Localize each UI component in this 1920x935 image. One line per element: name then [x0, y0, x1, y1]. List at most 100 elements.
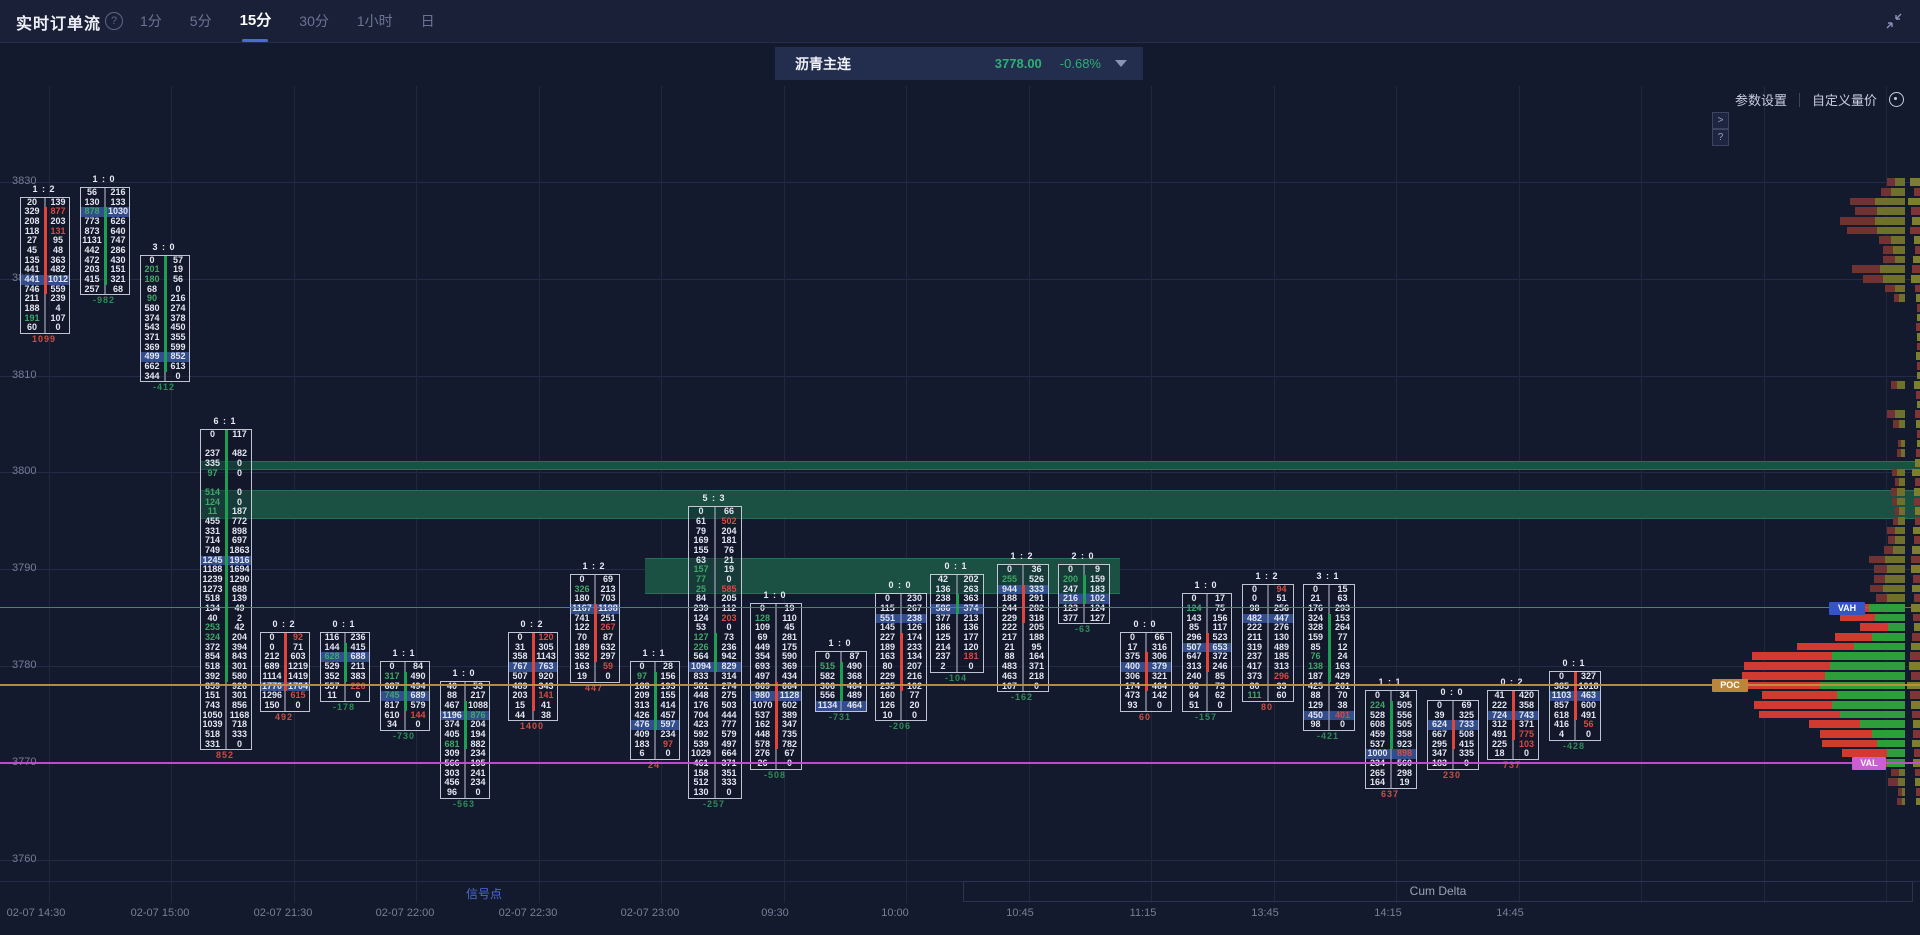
instrument-selector[interactable]: 沥青主连 3778.00 -0.68% — [775, 47, 1143, 80]
delta-strip-bar — [1912, 710, 1920, 719]
footprint-column[interactable]: 0 34 224 505 528 556 608 505 459 358 537 923 1000 898… — [1365, 690, 1417, 789]
cum-delta-pane[interactable]: Cum Delta — [963, 881, 1913, 902]
bid-ask-divider — [1267, 584, 1269, 701]
footprint-cell-bid: 514 — [204, 486, 221, 497]
footprint-footer: -206 — [888, 721, 911, 732]
tab-1h[interactable]: 1小时 — [356, 13, 393, 29]
footprint-cell-bid: 2 — [940, 661, 946, 672]
footprint-cell-ask: 358 — [1396, 728, 1413, 739]
footprint-column[interactable]: 0120313053581143767763507920489343203141… — [508, 632, 558, 722]
tab-1m[interactable]: 1分 — [140, 13, 162, 29]
footprint-cell-ask: 603 — [290, 651, 306, 662]
footprint-cell-bid: 817 — [384, 699, 400, 710]
footprint-column[interactable]: 0230115267551238145126227174189233163134… — [875, 593, 927, 722]
target-dot-icon[interactable] — [1889, 92, 1904, 107]
footprint-cell-ask: 882 — [470, 738, 486, 749]
tab-30m[interactable]: 30分 — [299, 13, 329, 29]
footprint-cell-ask: 590 — [781, 651, 798, 662]
footprint-footer: 492 — [274, 711, 294, 722]
panel-help-button[interactable]: ? — [1712, 129, 1729, 146]
delta-strip-bar — [1910, 226, 1920, 235]
footprint-cell-bid: 188 — [1001, 593, 1018, 604]
footprint-cell-ask: 230 — [906, 593, 923, 604]
footprint-column[interactable]: 0693262131807031167119874125112226770871… — [570, 574, 620, 683]
volume-profile-bar-buy — [1854, 642, 1905, 651]
divider-delta-segment — [594, 604, 597, 663]
footprint-cell-ask: 389 — [781, 709, 798, 720]
footprint-cell-bid: 551 — [879, 612, 896, 623]
footprint-column[interactable]: 4220213626323836358637437721318613612517… — [930, 574, 984, 673]
footprint-column[interactable]: 0327385101811034638576006184914165640 — [1549, 670, 1601, 741]
volume-profile-bar-sell — [1762, 691, 1837, 699]
footprint-column[interactable]: 084317490687494745689817579610144340 — [380, 661, 430, 731]
tab-15m[interactable]: 15分 — [240, 0, 272, 42]
price-gridline — [0, 278, 1920, 280]
footprint-column[interactable]: 0940519825648244722227621113031948923718… — [1242, 583, 1294, 702]
footprint-cell-bid: 116 — [324, 632, 340, 643]
footprint-column[interactable]: 0152163176293324153328264159778512762413… — [1303, 583, 1355, 731]
footprint-cell-bid: 497 — [754, 670, 771, 681]
footprint-column[interactable]: 20 139 329 877 208 203 118 131 27 95 45 48 135 363 441… — [20, 196, 70, 335]
footprint-cell-ask: 73 — [723, 632, 734, 643]
footprint-column[interactable]: 0920712126036891219111414191770170412966… — [260, 632, 310, 712]
footprint-cell-ask: 1694 — [229, 564, 250, 575]
tab-1d[interactable]: 日 — [420, 13, 435, 29]
footprint-cell-bid: 84 — [695, 593, 706, 604]
divider-delta-segment — [1206, 633, 1209, 672]
footprint-column[interactable]: 0362555269443331882912442822293182222052… — [997, 564, 1049, 693]
signal-point-label[interactable]: 信号点 — [465, 887, 502, 901]
footprint-cell-ask: 490 — [410, 670, 426, 681]
panel-expand-button[interactable]: > — [1712, 112, 1729, 129]
footprint-column[interactable]: 0 66 61 502 79 204 169 181 155 76 63 21 157 19 77 0 25 58… — [688, 506, 742, 799]
footprint-column[interactable]: 0289715618819320915531341442645747659740… — [630, 661, 680, 760]
footprint-column[interactable]: 56 216 130 133 878 1030 773 626 873 640 1131 747 442… — [80, 186, 130, 296]
footprint-column[interactable]: 0 57 201 19 180 56 68 0 90 216 580 274 374 378 543 450 3… — [140, 254, 190, 383]
volume-profile-bar-sell — [1887, 410, 1895, 419]
footprint-column[interactable]: 41 420 222 358 724 743 312 371 491 775 225 103 18 0 — [1487, 690, 1539, 760]
footprint-cell-bid: 1050 — [202, 709, 223, 720]
footprint-cell-bid: 180 — [144, 273, 160, 284]
tab-5m[interactable]: 5分 — [189, 13, 212, 29]
footprint-cell-bid: 450 — [1307, 709, 1324, 720]
collapse-fullscreen-icon[interactable] — [1886, 13, 1902, 29]
footprint-cell-ask: 216 — [906, 670, 923, 681]
help-icon[interactable]: ? — [105, 12, 123, 30]
footprint-header: 0 : 0 — [1440, 686, 1464, 697]
footprint-cell-bid: 169 — [693, 535, 709, 546]
time-label: 09:30 — [761, 907, 789, 919]
footprint-column[interactable]: 4053882174671088119687637420440519468188… — [440, 680, 490, 799]
footprint-cell-bid: 1273 — [202, 583, 223, 594]
footprint-cell-ask: 371 — [1518, 719, 1535, 730]
custom-volume-price-button[interactable]: 自定义量价 — [1811, 93, 1877, 108]
footprint-column[interactable]: 09200159247183216102123124377127 — [1058, 564, 1110, 625]
footprint-cell-bid: 237 — [1246, 651, 1263, 662]
footprint-cell-bid: 1134 — [817, 699, 838, 710]
footprint-column[interactable]: 069393256247336675082954153473351830 — [1427, 699, 1479, 770]
footprint-cell-ask: 0 — [175, 370, 181, 381]
footprint-column[interactable]: 0661731637530640037930632117446447314293… — [1120, 632, 1172, 712]
footprint-cell-ask: 420 — [1518, 690, 1535, 701]
volume-profile-bar-sell — [1855, 207, 1877, 215]
volume-profile-bar-buy — [1895, 410, 1905, 419]
footprint-column[interactable]: 116236144415628688529211352383557226110 — [320, 632, 370, 702]
footprint-cell-bid: 1131 — [82, 235, 102, 246]
footprint-cell-bid: 0 — [269, 641, 275, 652]
footprint-cell-ask: 133 — [110, 196, 126, 207]
parameter-settings-button[interactable]: 参数设置 — [1734, 93, 1787, 108]
volume-profile-bar-sell — [1897, 797, 1902, 806]
footprint-cell-bid: 392 — [204, 670, 221, 681]
footprint-column[interactable]: 0875154905823683064645564891134464 — [815, 651, 867, 712]
footprint-cell-bid: 97 — [636, 670, 647, 681]
footprint-cell-bid: 529 — [324, 661, 340, 672]
volume-profile-bar-buy — [1897, 381, 1905, 390]
volume-profile-bar-buy — [1830, 662, 1905, 670]
footprint-cell-bid: 63 — [695, 554, 706, 565]
footprint-header: 1 : 2 — [1010, 551, 1034, 562]
footprint-column[interactable]: 0171247514315685117296523507653647372313… — [1182, 593, 1232, 712]
volume-profile-bar-buy — [1899, 294, 1905, 302]
footprint-column[interactable]: 0 117 237 482 335 0 97 0 514 0 124 0 11 187 455 772 331 8… — [200, 428, 252, 751]
footprint-cell-bid: 124 — [693, 612, 709, 623]
delta-strip-bar — [1916, 391, 1920, 399]
footprint-cell-bid: 624 — [1431, 719, 1448, 730]
footprint-cell-ask: 174 — [906, 632, 923, 643]
